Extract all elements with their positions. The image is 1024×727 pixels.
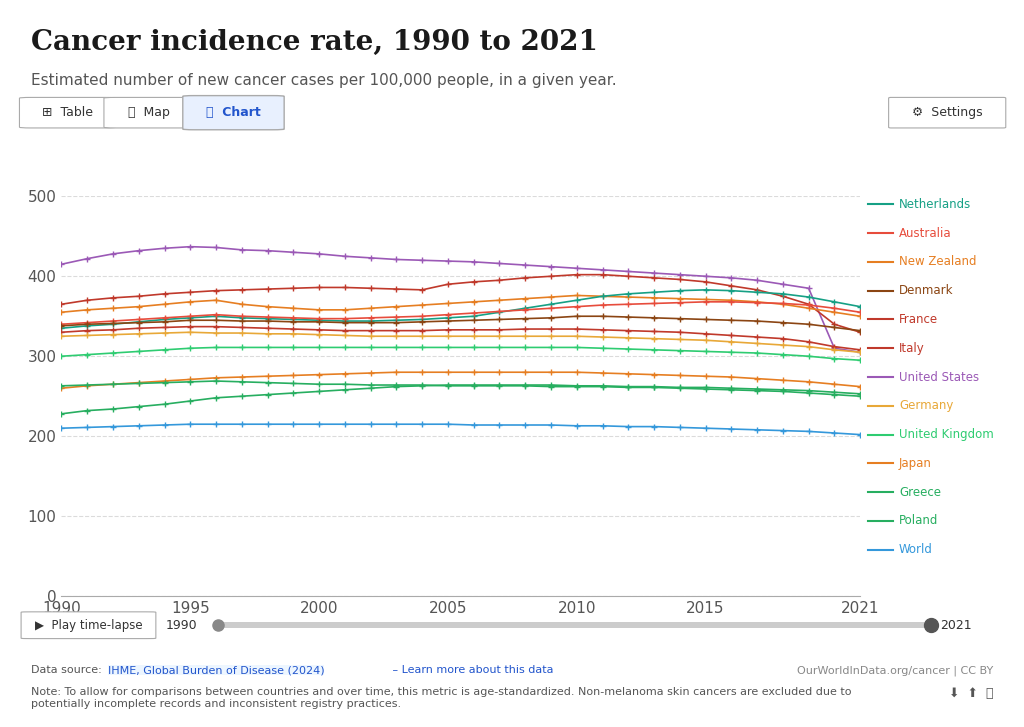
Text: Germany: Germany	[899, 399, 953, 412]
Text: United States: United States	[899, 371, 979, 384]
FancyBboxPatch shape	[889, 97, 1006, 128]
Text: Denmark: Denmark	[899, 284, 953, 297]
FancyBboxPatch shape	[19, 97, 116, 128]
Text: 1990: 1990	[166, 619, 197, 632]
Text: 📈  Chart: 📈 Chart	[206, 106, 261, 119]
Text: Greece: Greece	[899, 486, 941, 499]
Text: OurWorldInData.org/cancer | CC BY: OurWorldInData.org/cancer | CC BY	[797, 665, 993, 675]
Text: Poland: Poland	[899, 515, 938, 528]
Text: United Kingdom: United Kingdom	[899, 428, 994, 441]
Text: ▶  Play time-lapse: ▶ Play time-lapse	[35, 619, 142, 632]
Text: 🌐  Map: 🌐 Map	[128, 106, 170, 119]
Text: Estimated number of new cancer cases per 100,000 people, in a given year.: Estimated number of new cancer cases per…	[31, 73, 616, 88]
Text: ⚙  Settings: ⚙ Settings	[912, 106, 982, 119]
Text: Japan: Japan	[899, 457, 932, 470]
Text: ⊞  Table: ⊞ Table	[42, 106, 93, 119]
Text: – Learn more about this data: – Learn more about this data	[389, 665, 554, 675]
FancyBboxPatch shape	[182, 95, 284, 129]
FancyBboxPatch shape	[22, 612, 156, 638]
FancyBboxPatch shape	[104, 97, 195, 128]
Text: France: France	[899, 313, 938, 326]
Text: Netherlands: Netherlands	[899, 198, 972, 211]
Text: Note: To allow for comparisons between countries and over time, this metric is a: Note: To allow for comparisons between c…	[31, 687, 851, 709]
Text: Our World
in Data: Our World in Data	[915, 32, 979, 55]
Text: Cancer incidence rate, 1990 to 2021: Cancer incidence rate, 1990 to 2021	[31, 29, 598, 56]
Text: Data source:: Data source:	[31, 665, 105, 675]
Text: World: World	[899, 543, 933, 556]
Text: Australia: Australia	[899, 227, 951, 240]
Text: New Zealand: New Zealand	[899, 255, 977, 268]
Text: Italy: Italy	[899, 342, 925, 355]
Text: 2021: 2021	[940, 619, 972, 632]
Text: ⬇  ⬆  ⤢: ⬇ ⬆ ⤢	[949, 687, 993, 700]
Text: IHME, Global Burden of Disease (2024): IHME, Global Burden of Disease (2024)	[108, 665, 325, 675]
